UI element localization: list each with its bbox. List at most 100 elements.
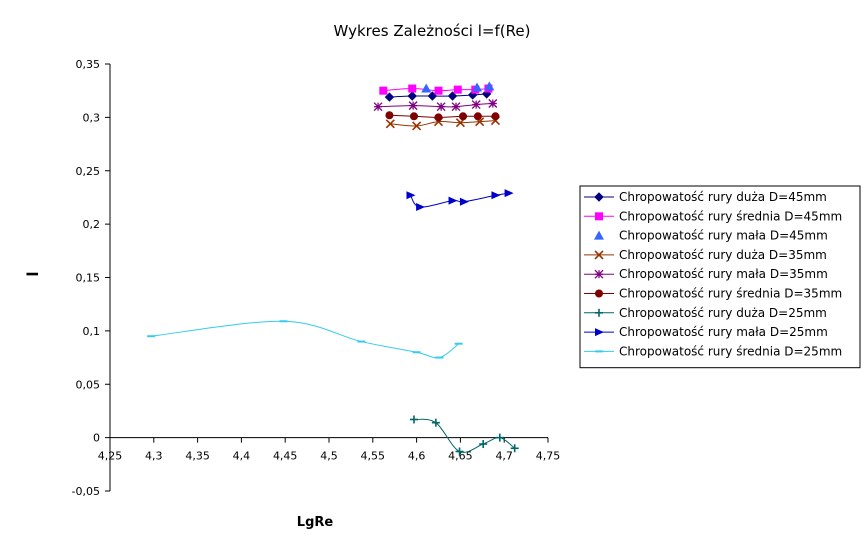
legend-marker xyxy=(595,328,604,337)
data-point xyxy=(409,415,418,424)
y-tick-label: 0,35 xyxy=(76,58,101,71)
data-point xyxy=(384,92,395,102)
data-point xyxy=(491,112,500,121)
legend-item: Chropowatość rury mała D=25mm xyxy=(584,325,828,339)
data-point xyxy=(479,440,488,449)
x-tick-label: 4,7 xyxy=(495,450,513,463)
legend-item: Chropowatość rury duża D=45mm xyxy=(584,190,827,204)
legend-label: Chropowatość rury duża D=25mm xyxy=(619,306,827,320)
data-point xyxy=(434,113,443,122)
data-point xyxy=(473,112,482,121)
legend-item: Chropowatość rury mała D=45mm xyxy=(594,229,828,243)
y-tick-label: 0,2 xyxy=(83,218,101,231)
series-3 xyxy=(421,81,495,93)
legend-item: Chropowatość rury średnia D=45mm xyxy=(584,209,842,223)
data-point xyxy=(409,112,418,121)
series-line xyxy=(151,320,459,359)
series-4 xyxy=(385,116,501,131)
legend: Chropowatość rury duża D=45mm Chropowatoś… xyxy=(579,185,861,369)
legend-marker xyxy=(594,250,604,260)
data-point xyxy=(455,447,464,456)
x-axis-title: LgRe xyxy=(297,515,334,530)
legend-marker xyxy=(594,269,604,279)
x-tick-label: 4,45 xyxy=(273,450,298,463)
y-tick-label: 0,3 xyxy=(83,111,101,124)
legend-label: Chropowatość rury średnia D=25mm xyxy=(619,344,842,358)
data-point xyxy=(453,85,462,94)
y-tick-label: 0,25 xyxy=(76,165,101,178)
data-point xyxy=(472,82,483,92)
data-point xyxy=(408,84,417,93)
legend-box xyxy=(579,185,861,369)
y-tick-label: 0,1 xyxy=(83,325,101,338)
legend-label: Chropowatość rury duża D=35mm xyxy=(619,248,827,262)
data-point xyxy=(504,189,514,198)
series-5 xyxy=(373,99,498,112)
legend-marker xyxy=(594,230,604,240)
series-6 xyxy=(385,111,500,122)
data-point xyxy=(448,196,458,205)
x-tick-label: 4,3 xyxy=(145,450,163,463)
legend-label: Chropowatość rury średnia D=35mm xyxy=(619,287,842,301)
data-point xyxy=(407,91,417,101)
data-point xyxy=(416,203,426,212)
data-point xyxy=(379,86,388,95)
data-point xyxy=(447,91,458,101)
y-tick-label: -0,05 xyxy=(72,485,100,498)
data-point xyxy=(459,112,468,121)
legend-item: Chropowatość rury duża D=35mm xyxy=(584,248,827,262)
data-point xyxy=(431,418,440,427)
legend-item: Chropowatość rury średnia D=35mm xyxy=(584,287,842,301)
x-tick-label: 4,5 xyxy=(320,450,338,463)
y-tick-label: 0,05 xyxy=(76,378,101,391)
legend-marker xyxy=(595,289,603,298)
x-tick-label: 4,6 xyxy=(408,450,426,463)
data-point xyxy=(408,101,418,111)
data-point xyxy=(491,191,501,200)
legend-item: Chropowatość rury mała D=35mm xyxy=(584,267,828,281)
legend-marker xyxy=(595,308,603,317)
x-tick-label: 4,75 xyxy=(536,450,561,463)
legend-item: Chropowatość rury duża D=25mm xyxy=(584,306,827,320)
data-point xyxy=(421,83,432,93)
data-point xyxy=(488,99,498,108)
data-point xyxy=(495,433,504,442)
series-9 xyxy=(147,320,463,359)
data-point xyxy=(510,444,519,453)
data-point xyxy=(412,121,422,131)
data-point xyxy=(385,119,395,129)
y-tick-label: 0,15 xyxy=(76,272,101,285)
series-line xyxy=(390,120,496,127)
data-point xyxy=(434,86,443,95)
x-tick-label: 4,4 xyxy=(233,450,251,463)
data-point xyxy=(406,191,416,200)
series-layer xyxy=(147,81,519,456)
y-axis-title: l xyxy=(24,271,42,276)
legend-marker xyxy=(594,192,604,202)
y-tick-label: 0 xyxy=(93,432,100,445)
x-tick-label: 4,65 xyxy=(448,450,473,463)
data-point xyxy=(471,100,481,110)
legend-label: Chropowatość rury mała D=25mm xyxy=(619,325,828,339)
chart-title: Wykres Zależności l=f(Re) xyxy=(334,22,531,40)
data-point xyxy=(451,102,461,112)
data-point xyxy=(385,111,394,120)
x-tick-label: 4,25 xyxy=(98,450,123,463)
data-point xyxy=(373,102,383,112)
legend-label: Chropowatość rury średnia D=45mm xyxy=(619,209,842,223)
series-7 xyxy=(409,415,519,456)
data-point xyxy=(436,102,446,112)
axes: -0,05 0 0,05 0,1 0,15 0,2 0,25 0,3 0,35 4,25 4,3 4,… xyxy=(72,58,561,498)
series-8 xyxy=(406,189,514,212)
data-point xyxy=(459,197,469,206)
x-tick-label: 4,35 xyxy=(185,450,210,463)
legend-marker xyxy=(595,212,603,221)
x-tick-label: 4,55 xyxy=(361,450,386,463)
legend-label: Chropowatość rury mała D=45mm xyxy=(619,229,828,243)
legend-label: Chropowatość rury duża D=45mm xyxy=(619,190,827,204)
legend-item: Chropowatość rury średnia D=25mm xyxy=(584,344,842,358)
data-point xyxy=(484,81,495,91)
legend-label: Chropowatość rury mała D=35mm xyxy=(619,267,828,281)
